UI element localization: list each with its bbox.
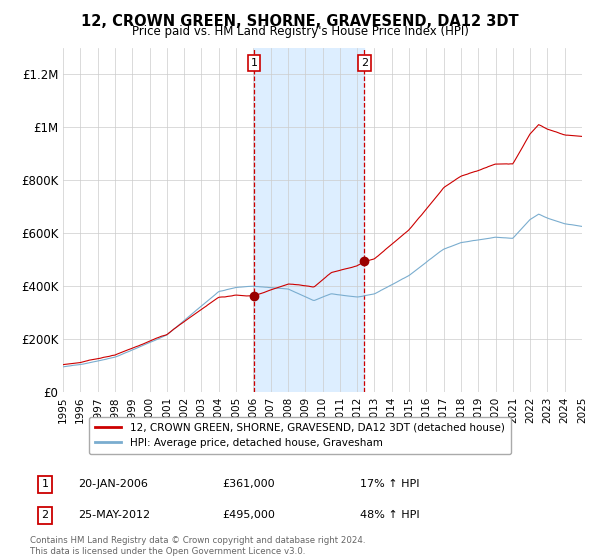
Text: £495,000: £495,000 [222,510,275,520]
Text: Price paid vs. HM Land Registry's House Price Index (HPI): Price paid vs. HM Land Registry's House … [131,25,469,38]
Text: 25-MAY-2012: 25-MAY-2012 [78,510,150,520]
Text: 17% ↑ HPI: 17% ↑ HPI [360,479,419,489]
Text: £361,000: £361,000 [222,479,275,489]
Text: 1: 1 [251,58,257,68]
Text: 2: 2 [361,58,368,68]
Bar [254,48,364,392]
Legend: 12, CROWN GREEN, SHORNE, GRAVESEND, DA12 3DT (detached house), HPI: Average pric: 12, CROWN GREEN, SHORNE, GRAVESEND, DA12… [89,417,511,454]
Text: 12, CROWN GREEN, SHORNE, GRAVESEND, DA12 3DT: 12, CROWN GREEN, SHORNE, GRAVESEND, DA12… [81,14,519,29]
Text: Contains HM Land Registry data © Crown copyright and database right 2024.
This d: Contains HM Land Registry data © Crown c… [30,536,365,556]
Text: 2: 2 [41,510,49,520]
Text: 1: 1 [41,479,49,489]
Text: 20-JAN-2006: 20-JAN-2006 [78,479,148,489]
Text: 48% ↑ HPI: 48% ↑ HPI [360,510,419,520]
